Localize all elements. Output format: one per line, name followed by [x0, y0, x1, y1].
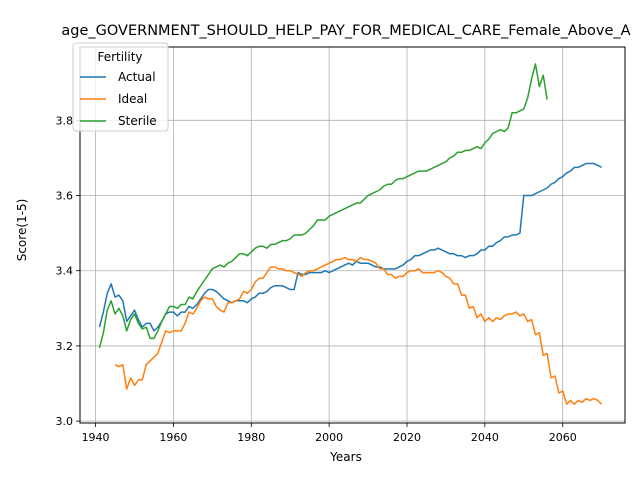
y-tick-label: 3.4 [56, 265, 74, 278]
x-tick-label: 2040 [471, 431, 499, 444]
series-line-sterile [98, 63, 548, 348]
series-line-ideal [114, 256, 603, 405]
x-tick-label: 1940 [82, 431, 110, 444]
y-axis-label: Score(1-5) [15, 199, 29, 262]
gridlines [80, 47, 625, 423]
plot-frame [79, 46, 626, 424]
chart-title: age_GOVERNMENT_SHOULD_HELP_PAY_FOR_MEDIC… [61, 23, 630, 39]
legend-label-ideal: Ideal [118, 92, 147, 106]
y-tick-label: 3.2 [56, 340, 74, 353]
series-layer [98, 63, 603, 405]
legend-entries: Actual Ideal Sterile [80, 70, 157, 128]
y-tick-label: 3.6 [56, 190, 74, 203]
x-tick-label: 2060 [549, 431, 577, 444]
x-tick-label: 2020 [393, 431, 421, 444]
legend: Fertility Actual Ideal Sterile [72, 42, 169, 132]
series-line-actual [98, 162, 602, 332]
legend-title: Fertility [97, 50, 142, 64]
x-axis-label: Years [329, 450, 362, 464]
legend-label-actual: Actual [118, 70, 156, 84]
y-tick-label: 3.8 [56, 114, 74, 127]
x-tick-label: 1960 [159, 431, 187, 444]
x-axis: 1940 1960 1980 2000 2020 2040 2060 [82, 423, 577, 444]
legend-box [72, 42, 169, 132]
y-tick-label: 3.0 [56, 415, 74, 428]
x-tick-label: 1980 [237, 431, 265, 444]
legend-label-sterile: Sterile [118, 114, 157, 128]
x-tick-label: 2000 [315, 431, 343, 444]
y-axis: 3.0 3.2 3.4 3.6 3.8 [56, 114, 80, 428]
